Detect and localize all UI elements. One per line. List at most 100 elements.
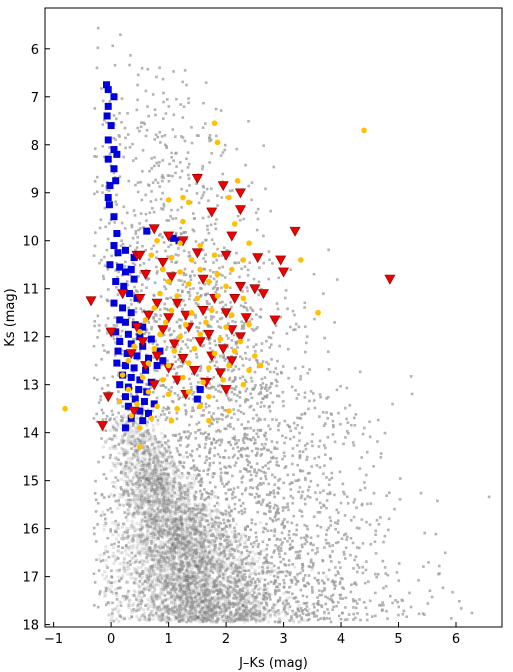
density-cell	[166, 492, 170, 496]
density-cell	[180, 604, 184, 608]
density-point	[245, 549, 249, 552]
density-cell	[187, 517, 191, 521]
density-cell	[194, 552, 198, 556]
density-cell	[131, 556, 135, 560]
density-cell	[175, 516, 179, 520]
density-cell	[144, 491, 148, 495]
density-cell	[150, 499, 154, 503]
density-cell	[166, 487, 170, 491]
density-cell	[164, 501, 168, 505]
density-cell	[282, 570, 286, 574]
density-cell	[173, 550, 177, 554]
density-cell	[165, 534, 169, 538]
density-cell	[250, 600, 254, 604]
density-cell	[154, 480, 158, 484]
density-cell	[122, 556, 126, 560]
density-cell	[194, 525, 198, 529]
density-cell	[228, 526, 232, 530]
density-cell	[189, 564, 193, 568]
density-cell	[164, 503, 168, 507]
density-cell	[147, 461, 151, 465]
density-point	[237, 409, 240, 412]
density-point	[339, 566, 342, 570]
density-cell	[179, 610, 183, 614]
density-cell	[117, 620, 121, 624]
density-cell	[298, 620, 302, 624]
density-cell	[203, 507, 207, 511]
density-cell	[213, 613, 217, 617]
density-cell	[156, 497, 160, 501]
density-cell	[218, 605, 222, 609]
density-point	[134, 157, 138, 160]
density-cell	[170, 513, 174, 517]
density-cell	[183, 539, 187, 543]
density-cell	[117, 521, 121, 525]
density-point	[158, 160, 161, 164]
density-cell	[244, 612, 248, 616]
density-cell	[153, 454, 157, 458]
density-cell	[177, 536, 181, 540]
density-cell	[163, 492, 167, 496]
density-cell	[131, 478, 135, 482]
density-cell	[111, 444, 115, 448]
density-cell	[245, 561, 249, 565]
density-cell	[180, 524, 184, 528]
density-cell	[162, 558, 166, 562]
density-cell	[147, 450, 151, 454]
density-cell	[154, 479, 158, 483]
density-cell	[139, 476, 143, 480]
density-cell	[153, 515, 157, 519]
density-cell	[235, 571, 239, 575]
density-point	[233, 393, 236, 396]
density-cell	[178, 582, 182, 586]
density-cell	[189, 620, 193, 624]
density-cell	[228, 590, 232, 594]
density-cell	[212, 595, 216, 599]
density-cell	[204, 605, 208, 609]
density-cell	[166, 560, 170, 564]
density-cell	[173, 590, 177, 594]
density-cell	[130, 429, 134, 433]
density-cell	[162, 532, 166, 536]
density-cell	[125, 552, 129, 556]
density-cell	[160, 550, 164, 554]
density-point	[394, 599, 397, 602]
density-cell	[156, 509, 160, 513]
density-cell	[111, 607, 115, 611]
density-cell	[173, 601, 177, 605]
density-cell	[111, 461, 115, 465]
density-cell	[153, 481, 157, 485]
density-cell	[164, 563, 168, 567]
density-cell	[128, 502, 132, 506]
density-cell	[144, 574, 148, 578]
density-cell	[196, 517, 200, 521]
density-cell	[147, 503, 151, 507]
density-cell	[203, 503, 207, 507]
density-cell	[152, 477, 156, 481]
density-cell	[181, 602, 185, 606]
density-point	[136, 236, 139, 239]
density-cell	[178, 577, 182, 581]
density-cell	[151, 598, 155, 602]
density-cell	[159, 543, 163, 547]
density-cell	[151, 531, 155, 535]
density-cell	[192, 494, 196, 498]
density-cell	[211, 523, 215, 527]
density-cell	[123, 570, 127, 574]
density-cell	[152, 494, 156, 498]
density-cell	[166, 545, 170, 549]
density-point	[294, 322, 298, 326]
density-cell	[147, 575, 151, 579]
density-point	[204, 253, 207, 256]
density-cell	[194, 594, 198, 598]
density-cell	[160, 486, 164, 490]
density-cell	[193, 543, 197, 547]
density-cell	[114, 486, 118, 490]
density-point	[117, 540, 120, 544]
density-cell	[147, 457, 151, 461]
density-cell	[150, 476, 154, 480]
density-point	[106, 550, 109, 554]
density-cell	[235, 580, 239, 584]
density-cell	[196, 602, 200, 606]
density-cell	[180, 545, 184, 549]
